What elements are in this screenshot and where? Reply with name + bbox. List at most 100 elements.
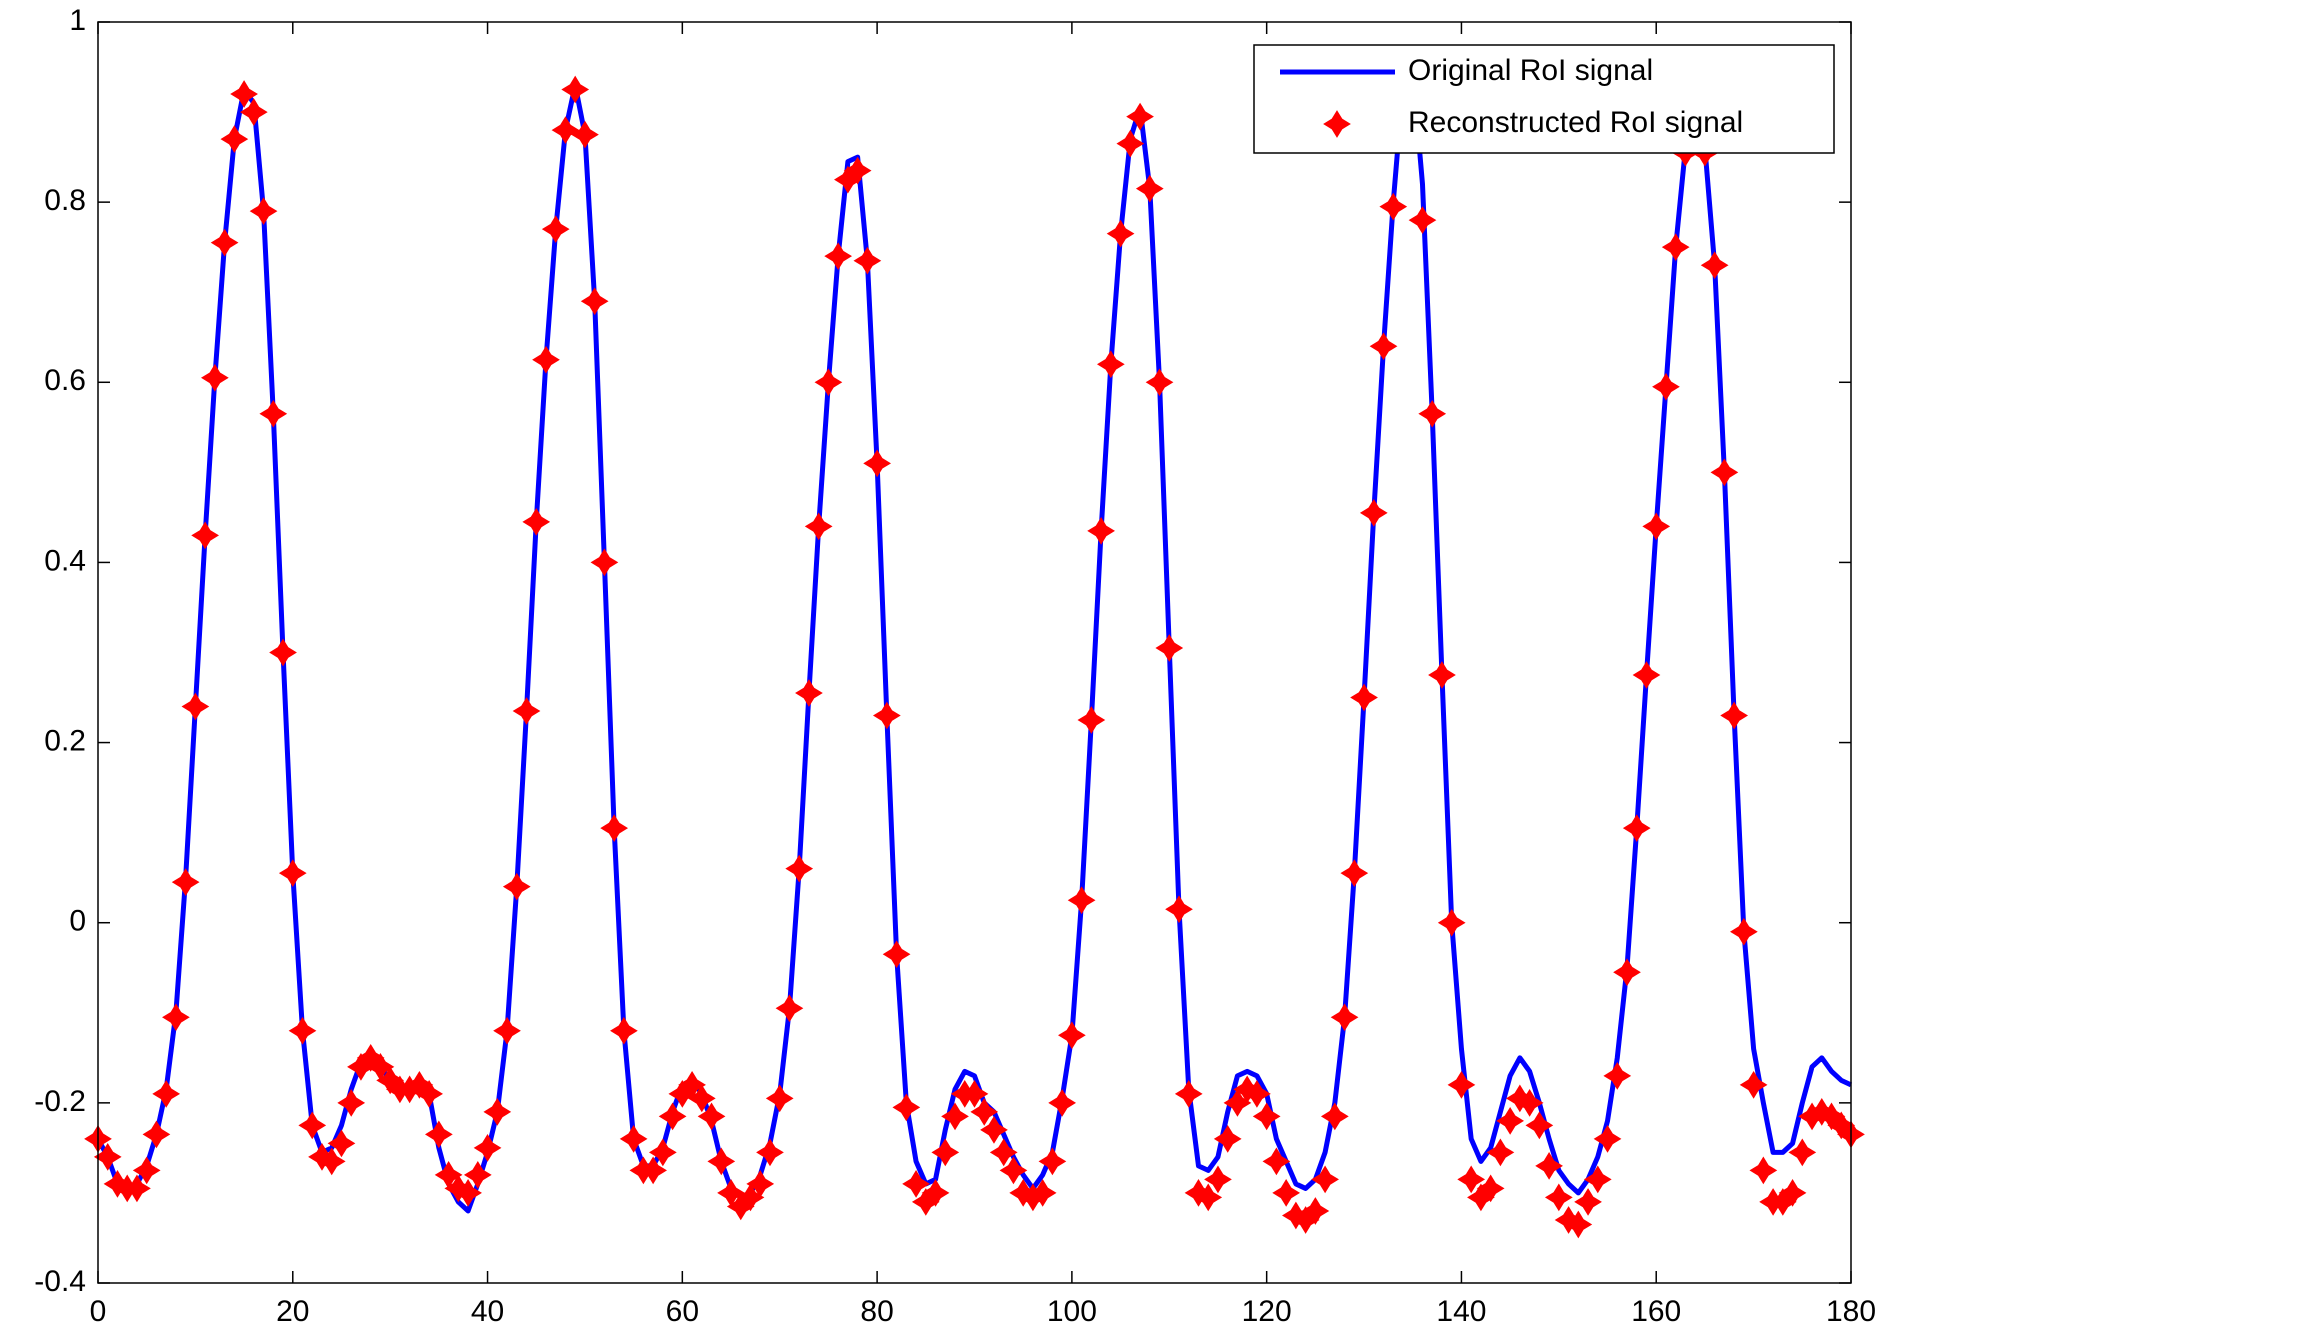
y-tick-label: 0 bbox=[69, 905, 86, 938]
series-marker bbox=[1096, 350, 1125, 379]
series-marker bbox=[541, 215, 570, 244]
legend-marker bbox=[1323, 110, 1351, 138]
series-marker bbox=[1788, 1138, 1817, 1167]
series-marker bbox=[200, 363, 229, 392]
series-marker bbox=[1457, 1165, 1486, 1194]
series-marker bbox=[1262, 1147, 1291, 1176]
series-marker bbox=[1087, 517, 1115, 545]
series-marker bbox=[921, 1179, 950, 1207]
series-marker bbox=[1544, 1183, 1573, 1212]
series-marker bbox=[600, 814, 629, 843]
y-tick-label: 0.4 bbox=[44, 544, 86, 577]
series-marker bbox=[1213, 1125, 1242, 1153]
series-marker bbox=[1243, 1079, 1271, 1108]
series-marker bbox=[1145, 368, 1174, 397]
series-marker bbox=[746, 1170, 775, 1198]
series-marker bbox=[736, 1183, 765, 1212]
series-marker bbox=[1428, 661, 1456, 689]
series-marker bbox=[999, 1156, 1028, 1185]
series-marker bbox=[1632, 661, 1661, 689]
series-marker bbox=[162, 1003, 190, 1032]
y-tick-label: 0.2 bbox=[44, 724, 86, 757]
series-marker bbox=[1603, 1061, 1632, 1090]
legend-box bbox=[1253, 44, 1835, 154]
series-marker bbox=[1174, 1079, 1203, 1108]
series-marker bbox=[931, 1138, 960, 1167]
series-marker bbox=[1525, 1111, 1554, 1140]
series-marker bbox=[249, 197, 278, 226]
series-marker bbox=[1593, 1125, 1622, 1153]
series-marker bbox=[1583, 1165, 1612, 1194]
series-marker bbox=[239, 98, 268, 126]
series-marker bbox=[1126, 102, 1154, 131]
series-marker bbox=[269, 638, 297, 667]
legend-label: Original RoI signal bbox=[1408, 54, 1653, 87]
series-marker bbox=[892, 1093, 921, 1122]
x-tick-label: 180 bbox=[1826, 1295, 1876, 1328]
series-marker bbox=[980, 1116, 1008, 1144]
series-marker bbox=[697, 1102, 726, 1131]
series-marker bbox=[1359, 499, 1388, 527]
series-marker bbox=[123, 1174, 151, 1203]
series-marker bbox=[795, 679, 823, 707]
series-marker bbox=[337, 1088, 366, 1117]
series-marker bbox=[327, 1129, 356, 1158]
series-marker bbox=[1749, 1156, 1778, 1185]
series-marker bbox=[181, 692, 210, 721]
series-marker bbox=[463, 1161, 492, 1189]
series-marker bbox=[1574, 1188, 1602, 1216]
series-marker bbox=[1194, 1183, 1223, 1212]
series-marker bbox=[512, 697, 541, 725]
series-marker bbox=[590, 548, 619, 577]
series-marker bbox=[288, 1016, 317, 1045]
series-marker bbox=[580, 287, 609, 316]
series-marker bbox=[1116, 129, 1145, 158]
series-marker bbox=[1496, 1107, 1525, 1135]
y-tick-label: 0.6 bbox=[44, 364, 86, 397]
series-marker bbox=[648, 1138, 677, 1167]
y-tick-label: -0.4 bbox=[34, 1265, 86, 1298]
series-marker bbox=[1369, 332, 1398, 361]
series-marker bbox=[191, 521, 219, 550]
series-marker bbox=[1252, 1102, 1281, 1131]
series-marker bbox=[843, 156, 872, 185]
series-marker bbox=[1379, 192, 1408, 221]
series-marker bbox=[1350, 683, 1378, 712]
series-marker bbox=[1447, 1070, 1476, 1099]
series-marker bbox=[1778, 1179, 1807, 1207]
series-marker bbox=[415, 1079, 443, 1108]
y-tick-label: 0.8 bbox=[44, 184, 86, 217]
series-marker bbox=[220, 125, 249, 153]
series-marker bbox=[1437, 908, 1466, 937]
series-marker bbox=[317, 1147, 346, 1176]
series-marker bbox=[210, 228, 239, 257]
series-marker bbox=[1038, 1147, 1067, 1176]
series-marker bbox=[483, 1097, 512, 1126]
series-marker bbox=[1661, 233, 1690, 262]
series-marker bbox=[454, 1179, 482, 1207]
series-marker bbox=[1730, 917, 1758, 946]
series-marker bbox=[1311, 1165, 1339, 1194]
series-marker bbox=[639, 1156, 667, 1185]
series-marker bbox=[1028, 1179, 1057, 1207]
series-marker bbox=[1340, 859, 1369, 888]
y-tick-label: -0.2 bbox=[34, 1085, 86, 1118]
plot-frame bbox=[97, 21, 1852, 1284]
series-marker bbox=[1272, 1179, 1301, 1207]
series-marker bbox=[970, 1097, 999, 1126]
series-marker bbox=[424, 1120, 453, 1149]
series-marker bbox=[882, 940, 911, 969]
series-marker bbox=[571, 120, 599, 149]
series-marker bbox=[230, 80, 258, 108]
x-tick-label: 0 bbox=[90, 1295, 107, 1328]
series-marker bbox=[132, 1156, 161, 1185]
series-marker bbox=[1613, 958, 1641, 987]
series-marker bbox=[707, 1147, 736, 1176]
series-marker bbox=[619, 1125, 648, 1153]
series-marker bbox=[1048, 1088, 1077, 1117]
series-marker bbox=[804, 512, 833, 541]
series-marker bbox=[1106, 219, 1135, 248]
series-marker bbox=[1652, 372, 1680, 401]
series-marker bbox=[1535, 1152, 1563, 1180]
